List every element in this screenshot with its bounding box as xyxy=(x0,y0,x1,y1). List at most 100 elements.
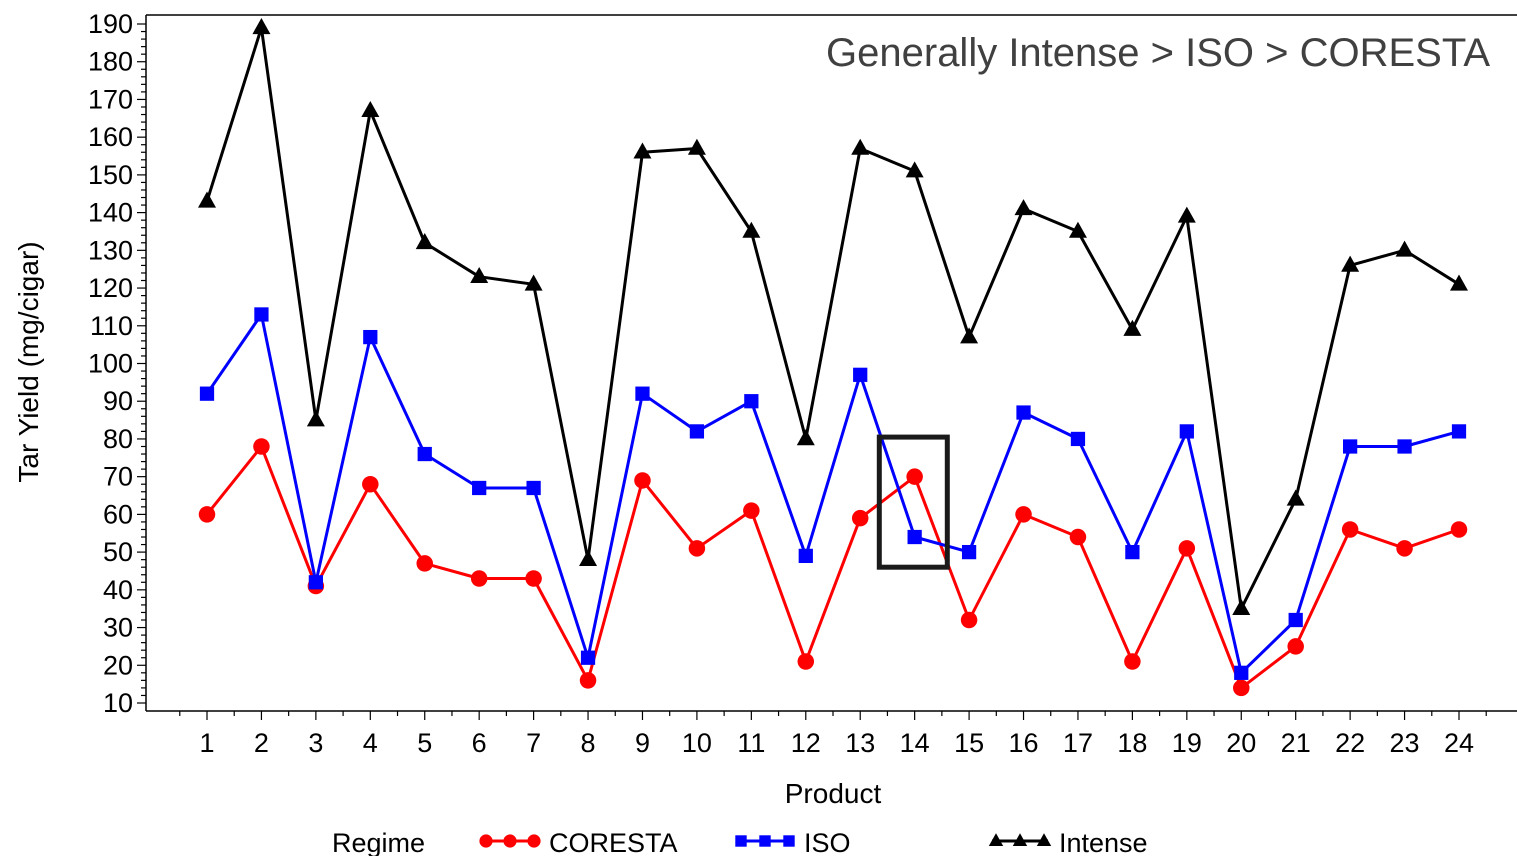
data-point-intense xyxy=(361,100,380,118)
x-tick-label: 22 xyxy=(1335,728,1365,758)
y-tick-label: 60 xyxy=(103,499,133,529)
x-tick-label: 5 xyxy=(417,728,432,758)
data-point-intense xyxy=(851,138,870,155)
data-point-intense xyxy=(1177,206,1196,223)
x-tick-label: 2 xyxy=(254,728,269,758)
data-point-coresta xyxy=(1450,521,1468,538)
data-point-iso xyxy=(798,548,813,564)
data-point-coresta xyxy=(362,475,379,493)
y-tick-label: 130 xyxy=(88,235,133,265)
data-point-iso xyxy=(199,386,215,401)
data-point-coresta xyxy=(198,506,216,523)
x-tick-label: 7 xyxy=(526,728,541,758)
legend-marker-coresta xyxy=(503,834,517,848)
x-axis-label: Product xyxy=(785,778,882,809)
data-point-intense xyxy=(1395,240,1414,257)
legend-marker-coresta xyxy=(527,834,541,848)
series-line-coresta xyxy=(205,445,1460,690)
data-point-iso xyxy=(526,480,541,496)
data-point-iso xyxy=(1125,544,1140,560)
y-tick-label: 190 xyxy=(88,9,133,39)
data-point-intense xyxy=(687,138,706,155)
data-point-coresta xyxy=(1233,679,1250,697)
data-point-coresta xyxy=(1178,540,1196,557)
data-point-intense xyxy=(1232,598,1251,615)
data-point-iso xyxy=(961,544,977,560)
data-point-coresta xyxy=(1396,540,1413,557)
data-point-intense xyxy=(633,142,652,159)
x-tick-label: 19 xyxy=(1172,728,1202,758)
y-tick-label: 120 xyxy=(88,273,133,303)
data-point-intense xyxy=(1068,221,1087,238)
x-tick-label: 1 xyxy=(199,728,214,758)
data-point-iso xyxy=(308,575,323,590)
x-tick-label: 18 xyxy=(1117,728,1147,758)
legend-title: Regime xyxy=(332,828,425,856)
legend-marker-iso xyxy=(735,835,747,847)
y-tick-label: 160 xyxy=(88,122,133,152)
data-point-coresta xyxy=(1124,653,1141,670)
y-tick-label: 80 xyxy=(103,424,133,454)
x-tick-label: 4 xyxy=(363,728,378,758)
x-tick-label: 12 xyxy=(791,728,821,758)
data-point-iso xyxy=(635,386,650,401)
x-tick-label: 14 xyxy=(900,728,930,758)
legend-marker-iso xyxy=(783,835,795,847)
data-point-coresta xyxy=(688,540,706,557)
y-tick-label: 50 xyxy=(103,537,133,567)
data-point-intense xyxy=(905,161,924,178)
data-point-intense xyxy=(415,233,434,250)
data-point-iso xyxy=(1179,424,1194,439)
data-point-coresta xyxy=(1341,521,1359,538)
legend-label-iso: ISO xyxy=(804,828,851,856)
data-point-coresta xyxy=(743,502,760,519)
data-point-iso xyxy=(1070,431,1086,447)
data-point-iso xyxy=(1288,612,1303,628)
data-point-coresta xyxy=(1069,528,1087,546)
data-point-iso xyxy=(853,367,868,382)
data-point-intense xyxy=(306,410,325,427)
data-point-coresta xyxy=(634,472,651,489)
x-tick-label: 8 xyxy=(581,728,596,758)
data-point-intense xyxy=(252,18,271,35)
legend-marker-intense xyxy=(988,833,1004,847)
x-tick-label: 16 xyxy=(1008,728,1038,758)
y-tick-label: 110 xyxy=(90,311,133,341)
legend-marker-coresta xyxy=(479,834,493,848)
data-point-iso xyxy=(363,329,378,345)
data-point-coresta xyxy=(416,555,433,572)
series-line-iso xyxy=(205,313,1460,675)
data-point-iso xyxy=(1234,665,1249,680)
x-tick-label: 17 xyxy=(1063,728,1093,758)
x-tick-label: 21 xyxy=(1281,728,1311,758)
data-point-iso xyxy=(417,446,432,462)
data-point-intense xyxy=(470,266,489,284)
data-point-iso xyxy=(744,394,759,409)
y-tick-label: 180 xyxy=(88,47,133,77)
data-point-iso xyxy=(1397,439,1412,454)
y-tick-label: 140 xyxy=(88,198,133,228)
y-tick-label: 170 xyxy=(88,84,133,114)
series-line-intense xyxy=(205,26,1460,611)
y-tick-label: 90 xyxy=(103,386,133,416)
data-point-coresta xyxy=(851,509,869,527)
y-tick-label: 70 xyxy=(103,462,133,492)
y-tick-label: 100 xyxy=(88,349,133,379)
data-point-intense xyxy=(524,274,543,291)
data-point-iso xyxy=(907,529,922,545)
data-point-coresta xyxy=(1287,638,1304,655)
data-point-coresta xyxy=(579,672,597,689)
y-tick-label: 20 xyxy=(103,650,133,680)
axes-layer: 1020304050607080901001101201301401501601… xyxy=(88,9,1517,758)
x-tick-label: 23 xyxy=(1390,728,1420,758)
data-point-coresta xyxy=(470,570,488,587)
x-tick-label: 10 xyxy=(682,728,712,758)
data-point-coresta xyxy=(797,653,815,670)
data-point-intense xyxy=(1286,489,1305,506)
x-tick-label: 3 xyxy=(308,728,323,758)
x-tick-label: 11 xyxy=(737,728,765,758)
legend-label-coresta: CORESTA xyxy=(549,828,678,856)
y-tick-label: 10 xyxy=(103,688,133,718)
data-point-iso xyxy=(472,480,487,496)
